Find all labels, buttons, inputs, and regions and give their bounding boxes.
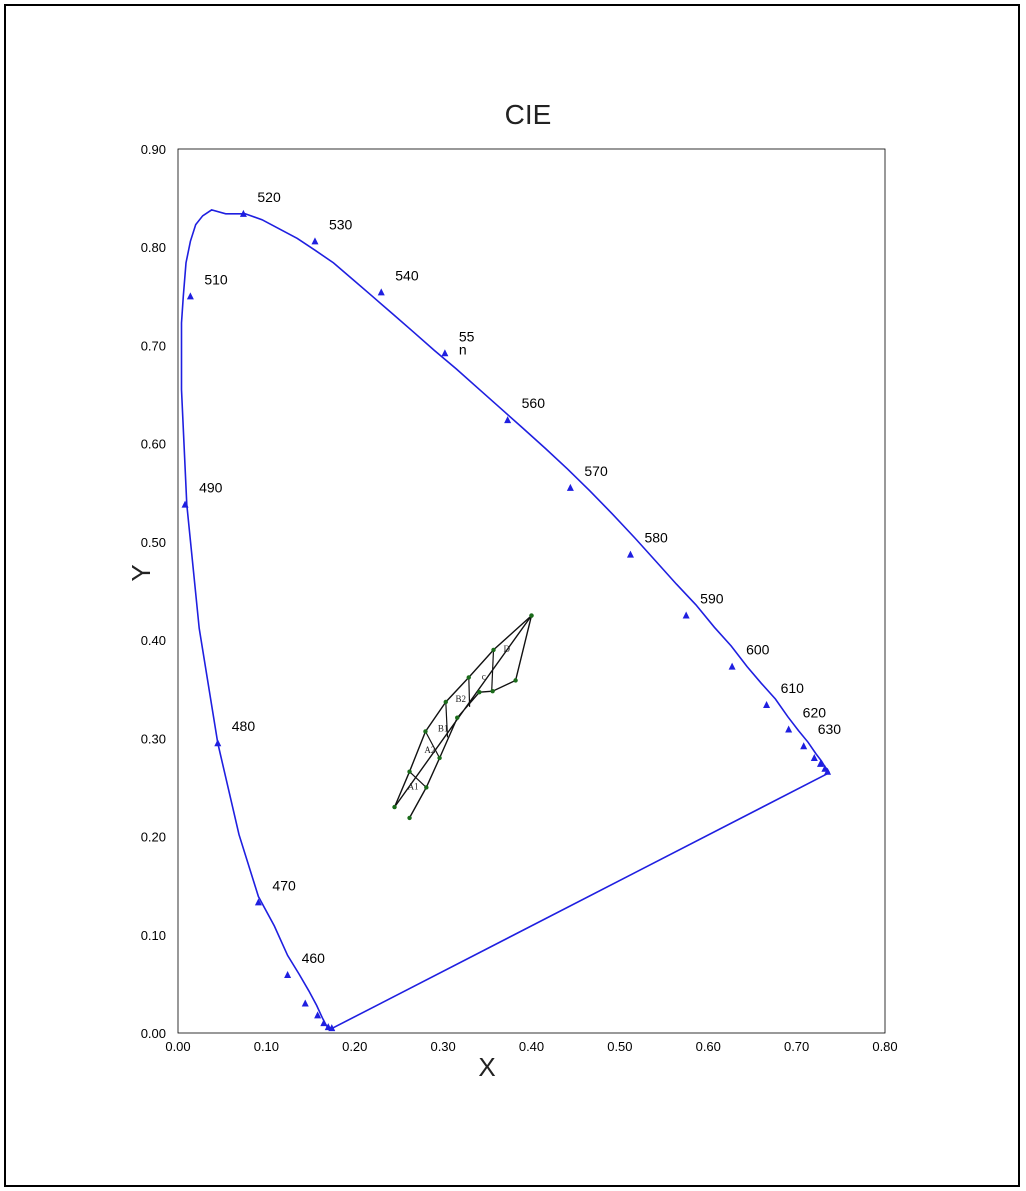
region-vertex <box>437 755 442 761</box>
y-axis-ticks: 0.00 0.10 0.20 0.30 0.40 0.50 0.60 0.70 0.80 0.90 <box>141 142 166 1041</box>
wavelength-marker <box>311 237 319 245</box>
x-tick-label: 0.50 <box>607 1039 632 1054</box>
region-vertex <box>443 699 448 705</box>
y-tick-label: 0.00 <box>141 1026 166 1041</box>
wavelength-marker <box>377 288 385 296</box>
x-tick-label: 0.30 <box>430 1039 455 1054</box>
wavelength-marker <box>566 483 574 491</box>
region-vertex <box>529 613 534 618</box>
locus-marker <box>810 753 818 761</box>
region-vertex <box>424 785 429 790</box>
wavelength-label: 610 <box>781 680 805 696</box>
region-vertex <box>490 688 495 694</box>
locus-marker <box>301 999 309 1007</box>
wavelength-marker <box>441 349 449 357</box>
region-vertex <box>407 769 412 774</box>
y-tick-label: 0.10 <box>141 928 166 943</box>
locus-marker <box>816 759 824 767</box>
x-axis-ticks: 0.00 0.10 0.20 0.30 0.40 0.50 0.60 0.70 0.80 <box>165 1039 897 1054</box>
region-vertex <box>392 804 397 810</box>
y-tick-label: 0.50 <box>141 535 166 550</box>
y-tick-label: 0.20 <box>141 830 166 845</box>
chart-frame <box>4 4 1020 1187</box>
color-regions: A1 A2 B1 B2 c D <box>392 613 534 821</box>
wavelength-marker <box>763 700 771 708</box>
wavelength-marker <box>504 416 512 424</box>
region-label: A1 <box>408 781 419 791</box>
x-tick-label: 0.40 <box>519 1039 544 1054</box>
wavelength-label: 530 <box>329 216 353 232</box>
wavelength-markers: 460 470 480 490 510 520 530 540 55 n 560 570 580 590 6… <box>181 189 842 1032</box>
y-tick-label: 0.60 <box>141 437 166 452</box>
locus-marker <box>314 1011 322 1019</box>
region-vertex <box>491 647 496 653</box>
wavelength-label: 460 <box>302 950 326 966</box>
region-vertex <box>455 715 460 720</box>
y-tick-label: 0.80 <box>141 240 166 255</box>
wavelength-label: 520 <box>257 189 281 205</box>
wavelength-label: 560 <box>522 395 546 411</box>
region-vertex <box>477 689 482 695</box>
x-tick-label: 0.10 <box>254 1039 279 1054</box>
wavelength-marker <box>682 611 690 619</box>
wavelength-label: 570 <box>584 463 608 479</box>
wavelength-marker <box>728 662 736 670</box>
wavelength-label: 600 <box>746 642 770 658</box>
region-divider <box>424 731 441 759</box>
y-tick-label: 0.30 <box>141 731 166 746</box>
wavelength-marker <box>254 898 262 906</box>
x-tick-label: 0.20 <box>342 1039 367 1054</box>
region-divider <box>445 701 449 738</box>
wavelength-label: 620 <box>803 704 827 720</box>
x-axis-label: X <box>478 1052 495 1082</box>
region-vertex <box>466 675 471 680</box>
wavelength-label: 55 n <box>459 328 475 357</box>
region-vertex <box>513 678 518 683</box>
wavelength-label: 470 <box>272 877 296 893</box>
plot-area <box>177 148 886 1034</box>
x-tick-label: 0.80 <box>872 1039 897 1054</box>
region-label: c <box>482 671 486 681</box>
wavelength-marker <box>800 742 808 750</box>
y-axis-label: Y <box>126 564 156 581</box>
spectral-locus <box>180 209 830 1029</box>
x-tick-label: 0.60 <box>696 1039 721 1054</box>
region-vertex <box>407 815 412 821</box>
y-tick-label: 0.70 <box>141 338 166 353</box>
purple-line <box>332 771 830 1029</box>
y-tick-label: 0.90 <box>141 142 166 157</box>
wavelength-marker <box>239 209 247 217</box>
x-tick-label: 0.00 <box>165 1039 190 1054</box>
wavelength-label: 630 <box>818 721 842 737</box>
y-tick-label: 0.40 <box>141 633 166 648</box>
wavelength-label: 590 <box>700 591 724 607</box>
wavelength-marker <box>284 971 292 979</box>
region-divider <box>468 677 471 707</box>
region-label: D <box>504 644 511 654</box>
wavelength-label: 510 <box>204 271 228 287</box>
locus-marker <box>320 1019 328 1027</box>
wavelength-label: 480 <box>232 718 256 734</box>
region-label: B2 <box>456 694 467 704</box>
locus-marker <box>824 767 832 775</box>
region-divider <box>409 771 427 788</box>
locus-marker <box>328 1024 336 1032</box>
region-divider <box>491 649 495 692</box>
region-vertex <box>423 729 428 734</box>
wavelength-marker <box>186 292 194 300</box>
chart-title: CIE <box>505 99 552 130</box>
locus-line <box>180 209 830 1029</box>
wavelength-label: 580 <box>644 530 668 546</box>
wavelength-label: 540 <box>395 267 419 283</box>
wavelength-marker <box>214 739 222 747</box>
wavelength-label: 490 <box>199 480 223 496</box>
wavelength-marker <box>181 500 189 508</box>
wavelength-marker <box>785 725 793 733</box>
region-label: B1 <box>438 723 449 733</box>
x-tick-label: 0.70 <box>784 1039 809 1054</box>
wavelength-marker <box>626 550 634 558</box>
region-label: A2 <box>424 745 435 755</box>
